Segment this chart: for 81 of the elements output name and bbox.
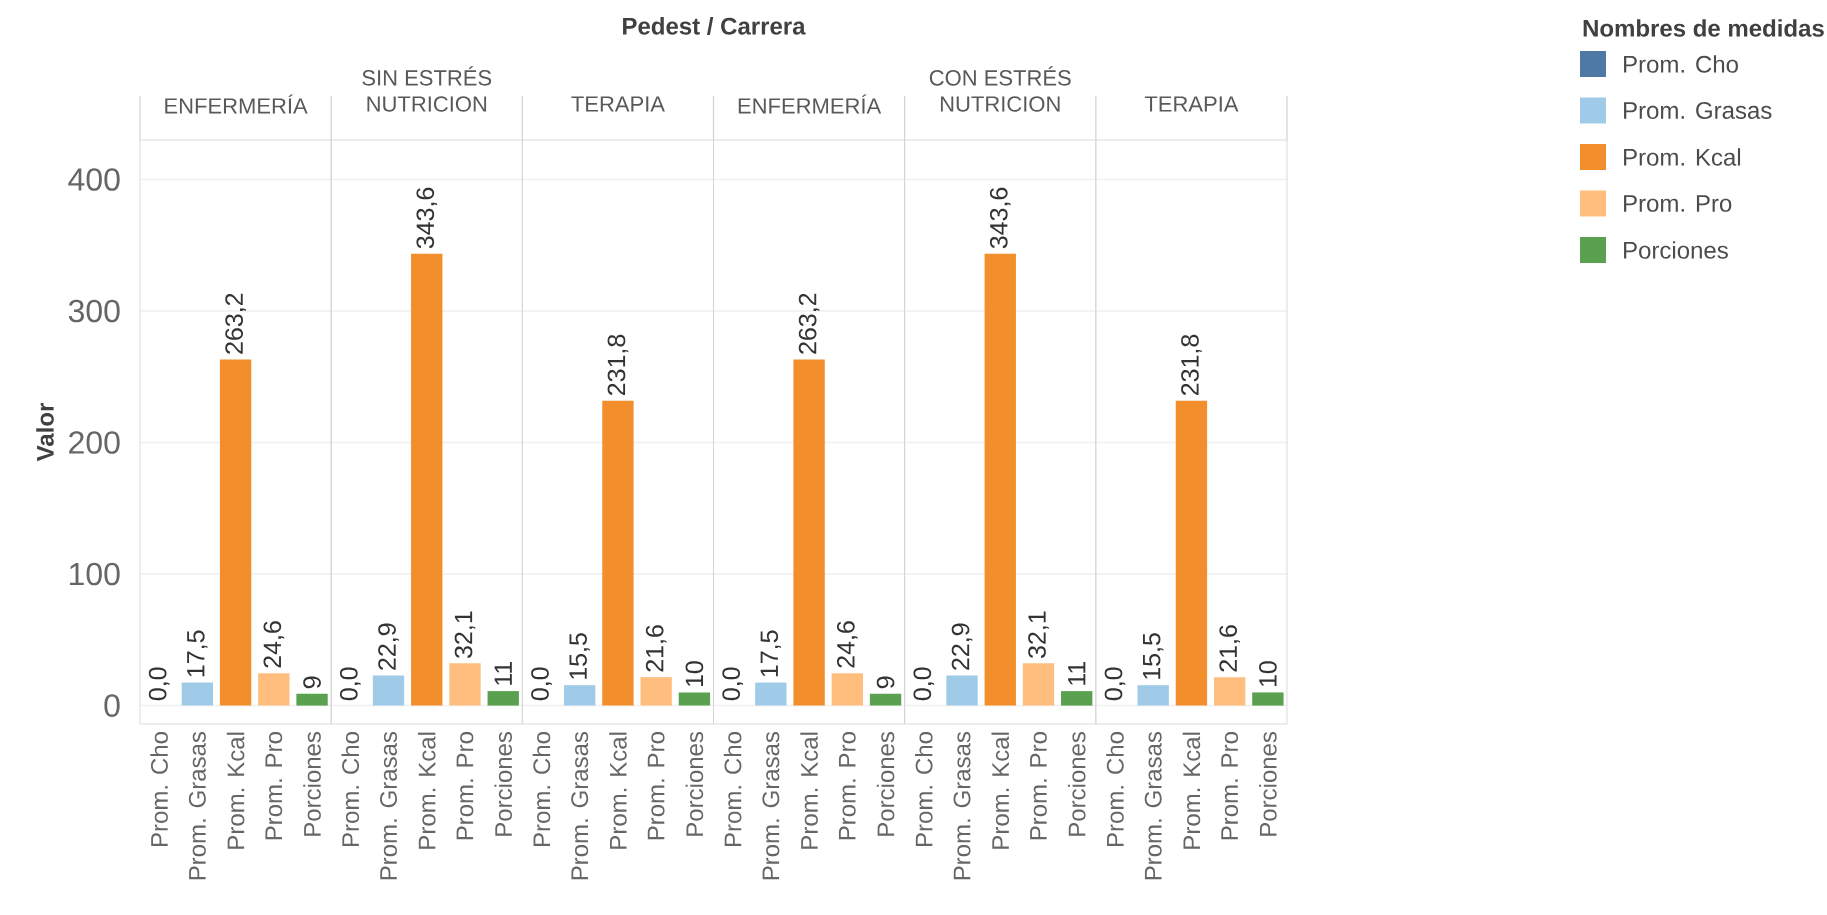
- legend-title: Nombres de medidas: [1583, 19, 1824, 37]
- data-label: 0,0: [1104, 667, 1126, 701]
- data-label: 21,6: [645, 625, 667, 672]
- x-tick-label: Prom. Kcal: [609, 732, 627, 849]
- data-label: 0,0: [722, 667, 743, 701]
- x-tick-label: Prom. Grasas: [953, 731, 971, 880]
- x-tick-label: Porciones: [1067, 731, 1086, 836]
- chart-subtitle: CON ESTRÉS: [929, 66, 1071, 86]
- y-tick-label: 100: [70, 562, 120, 586]
- legend-label: Prom. Grasas: [1624, 102, 1772, 119]
- data-label: 32,1: [454, 611, 476, 659]
- legend-label: Prom. Kcal: [1624, 148, 1741, 166]
- chart-title: NUTRICION: [940, 96, 1060, 112]
- x-tick-label: Prom. Grasas: [1144, 731, 1162, 880]
- data-label: 9: [303, 676, 321, 689]
- x-tick-label: Prom. Pro: [647, 732, 665, 840]
- chart-title: NUTRICION: [367, 96, 487, 112]
- x-tick-label: Prom. Kcal: [226, 732, 245, 849]
- x-tick-label: Porciones: [303, 731, 321, 836]
- data-label: 17,5: [187, 630, 208, 677]
- x-tick-label: Prom. Grasas: [380, 731, 397, 880]
- data-label: 0,0: [339, 667, 361, 701]
- x-tick-label: Prom. Kcal: [800, 732, 818, 849]
- x-tick-label: Prom. Grasas: [571, 731, 589, 880]
- x-tick-label: Prom. Pro: [1221, 732, 1239, 840]
- x-tick-label: Prom. Cho: [341, 732, 360, 846]
- data-label: 21,6: [1219, 625, 1240, 672]
- chart-title: ENFERMERÍA: [165, 94, 308, 114]
- chart-title: TERAPIA: [1144, 96, 1239, 112]
- y-tick-label: 200: [69, 431, 120, 454]
- x-tick-label: Prom. Cho: [723, 732, 742, 846]
- x-tick-label: Prom. Grasas: [762, 731, 780, 880]
- y-tick-label: 300: [68, 299, 120, 323]
- x-tick-label: Prom. Kcal: [991, 732, 1010, 849]
- x-tick-label: Prom. Cho: [914, 732, 933, 846]
- x-tick-label: Porciones: [876, 731, 895, 836]
- x-tick-label: Prom. Cho: [532, 732, 551, 846]
- chart-title: TERAPIA: [571, 96, 665, 112]
- data-label: 9: [876, 676, 895, 689]
- x-tick-label: Prom. Cho: [1106, 732, 1124, 846]
- data-label: 32,1: [1028, 611, 1049, 659]
- x-tick-label: Prom. Grasas: [188, 731, 206, 880]
- data-label: 22,9: [951, 623, 973, 670]
- data-label: 17,5: [760, 630, 782, 677]
- data-label: 10: [685, 661, 704, 687]
- data-label: 11: [494, 661, 512, 685]
- data-label: 0,0: [913, 667, 935, 701]
- x-tick-label: Prom. Kcal: [417, 732, 436, 849]
- text: Pedest / Carrera: [623, 17, 806, 35]
- data-label: 22,9: [378, 623, 399, 670]
- data-label: 0,0: [531, 667, 552, 701]
- data-label: 24,6: [263, 621, 285, 668]
- y-tick-label: 400: [68, 168, 120, 191]
- data-label: 231,8: [1181, 334, 1202, 396]
- legend-label: Prom. Pro: [1624, 195, 1732, 212]
- data-label: 0,0: [148, 667, 170, 701]
- x-tick-label: Prom. Pro: [838, 732, 856, 840]
- data-label: 263,2: [225, 293, 246, 354]
- y-tick-label: 0: [104, 694, 120, 717]
- y-axis-title: Valor: [36, 403, 54, 462]
- data-label: 343,6: [416, 187, 438, 249]
- data-label: 263,2: [798, 293, 820, 354]
- chart-title: ENFERMERÍA: [738, 94, 882, 114]
- x-tick-label: Porciones: [494, 731, 513, 836]
- chart-subtitle: SIN ESTRÉS: [362, 66, 492, 86]
- data-label: 11: [1068, 661, 1086, 685]
- data-label: 15,5: [1143, 633, 1164, 679]
- x-tick-label: Prom. Pro: [456, 732, 474, 840]
- data-label: 15,5: [569, 633, 590, 679]
- x-tick-label: Prom. Pro: [265, 732, 283, 840]
- data-label: 343,6: [989, 187, 1011, 249]
- legend-label: Porciones: [1624, 241, 1728, 259]
- x-tick-label: Porciones: [685, 731, 704, 836]
- x-tick-label: Prom. Kcal: [1182, 732, 1201, 849]
- legend-label: Prom. Cho: [1624, 55, 1738, 73]
- data-label: 24,6: [837, 621, 858, 668]
- data-label: 231,8: [607, 334, 629, 396]
- data-label: 10: [1259, 661, 1277, 687]
- x-tick-label: Prom. Pro: [1030, 732, 1047, 840]
- x-tick-label: Porciones: [1259, 731, 1277, 836]
- x-tick-label: Prom. Cho: [150, 732, 168, 846]
